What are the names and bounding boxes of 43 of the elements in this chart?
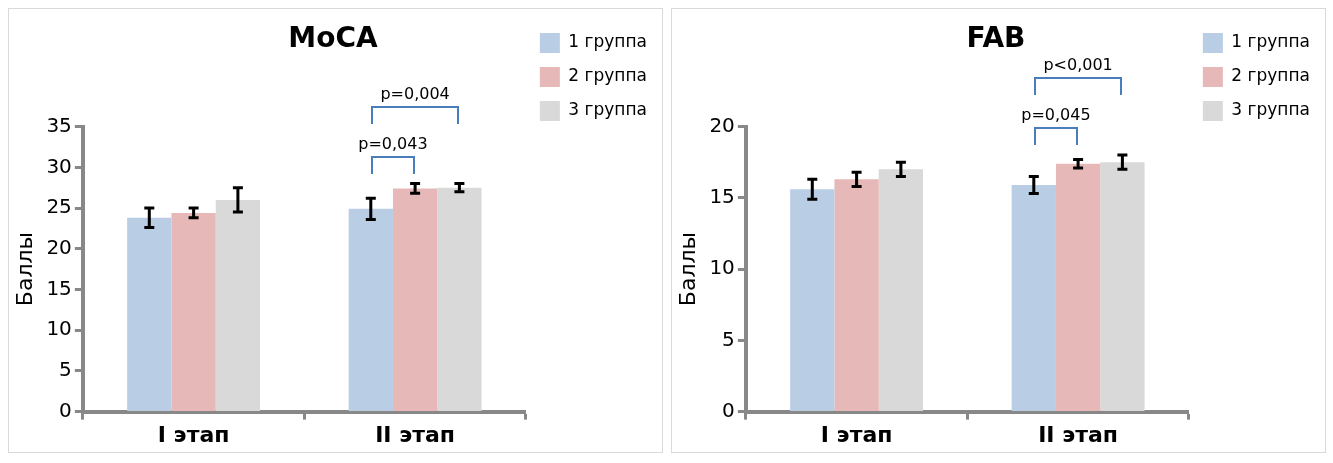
chart-title: FAB	[966, 21, 1026, 55]
bar	[348, 208, 393, 412]
y-tick-label: 10	[709, 255, 735, 280]
bar	[790, 189, 835, 412]
y-tick-label: 15	[709, 184, 735, 209]
y-tick-label: 20	[46, 234, 72, 259]
y-tick-label: 20	[709, 112, 735, 137]
y-axis-title: Баллы	[674, 232, 700, 307]
y-tick-label: 5	[59, 357, 72, 382]
bar	[171, 212, 216, 412]
bar	[215, 199, 261, 412]
text: p<0,001	[1042, 55, 1114, 75]
bar	[1011, 185, 1056, 412]
y-tick-label: 30	[46, 153, 72, 178]
y-tick-label: 5	[722, 326, 735, 351]
legend-label: 2 группа	[568, 65, 648, 86]
bar	[437, 187, 482, 412]
x-tick-label: II этап	[1038, 421, 1119, 447]
x-tick-label: I этап	[157, 421, 230, 447]
y-tick-label: 15	[46, 275, 72, 300]
y-tick-label: 25	[46, 194, 72, 219]
chart-title: MoCA	[288, 21, 378, 55]
y-tick-label: 10	[46, 316, 72, 341]
legend-label: 1 группа	[568, 31, 648, 52]
legend-label: 3 группа	[568, 99, 648, 120]
bar	[834, 179, 879, 412]
legend-label: 2 группа	[1231, 65, 1311, 86]
y-tick-label: 35	[46, 112, 72, 137]
bar	[392, 188, 438, 412]
bar	[1100, 162, 1145, 412]
legend-label: 1 группа	[1231, 31, 1311, 52]
y-tick-label: 0	[722, 397, 735, 422]
bar	[1055, 163, 1101, 412]
annotation: p=0,043	[357, 133, 429, 153]
text: p=0,004	[379, 83, 451, 103]
y-tick-label: 0	[59, 397, 72, 422]
bar	[127, 217, 172, 412]
bar	[878, 169, 924, 412]
legend-label: 3 группа	[1231, 99, 1311, 120]
x-tick-label: I этап	[820, 421, 893, 447]
y-axis-title: Баллы	[11, 232, 37, 307]
text: p=0,045	[1020, 105, 1092, 125]
x-tick-label: II этап	[375, 421, 456, 447]
